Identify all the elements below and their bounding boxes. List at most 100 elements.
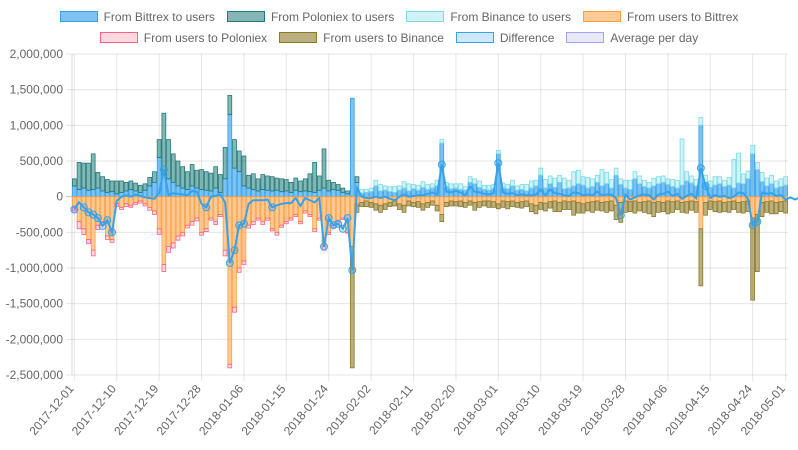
bar[interactable] [189,221,195,226]
bar[interactable] [528,203,534,213]
line-point[interactable] [225,259,234,268]
bar[interactable] [594,174,600,183]
bar[interactable] [152,181,157,198]
bar[interactable] [312,162,317,193]
bar[interactable] [161,196,167,265]
bar[interactable] [580,196,586,205]
bar[interactable] [425,184,430,190]
bar[interactable] [175,160,181,187]
bar[interactable] [571,185,577,198]
bar[interactable] [288,181,294,193]
bar[interactable] [316,189,322,198]
line-point[interactable] [329,221,338,230]
legend-item[interactable]: From users to Binance [279,31,444,45]
bar[interactable] [585,177,591,189]
bar[interactable] [345,190,350,195]
bar[interactable] [585,196,591,203]
legend-item[interactable]: Difference [455,31,554,45]
bar[interactable] [481,184,487,190]
bar[interactable] [147,206,153,211]
bar[interactable] [86,189,91,198]
bar[interactable] [203,228,209,233]
line-point[interactable] [202,203,211,212]
bar[interactable] [561,200,567,210]
line-point[interactable] [343,214,352,223]
bar[interactable] [227,196,233,365]
bar[interactable] [213,196,219,223]
bar[interactable] [656,201,661,213]
bar[interactable] [783,200,788,214]
bar[interactable] [312,191,317,198]
bar[interactable] [152,210,157,215]
bar[interactable] [477,180,482,188]
bar[interactable] [232,306,237,313]
bar[interactable] [283,179,289,192]
bar[interactable] [609,196,614,202]
bar[interactable] [670,196,675,203]
bar[interactable] [156,196,162,230]
bar[interactable] [203,196,209,230]
bar[interactable] [373,179,379,187]
bar[interactable] [288,217,294,221]
bar[interactable] [269,176,275,192]
bar[interactable] [180,231,186,237]
bar[interactable] [340,191,346,198]
bar[interactable] [632,178,638,198]
bar[interactable] [180,166,186,189]
bar[interactable] [359,201,365,208]
bar[interactable] [453,196,459,203]
bar[interactable] [773,196,779,203]
bar[interactable] [613,167,619,176]
bar[interactable] [227,94,233,116]
bar[interactable] [293,177,299,191]
bar[interactable] [580,176,586,186]
bar[interactable] [698,228,704,287]
bar[interactable] [189,196,195,223]
bar[interactable] [444,201,449,208]
bar[interactable] [670,179,675,188]
bar[interactable] [119,206,124,210]
bar[interactable] [302,190,308,198]
bar[interactable] [674,179,680,189]
bar[interactable] [637,201,642,212]
bar[interactable] [618,178,624,185]
bar[interactable] [236,267,242,273]
line-point[interactable] [84,208,93,217]
bar[interactable] [142,189,148,198]
bar[interactable] [392,200,398,207]
bar[interactable] [538,167,544,176]
bar[interactable] [703,201,708,216]
bar[interactable] [594,181,600,198]
bar[interactable] [557,174,562,183]
bar[interactable] [425,201,430,208]
bar[interactable] [750,144,756,155]
bar[interactable] [566,179,572,189]
line-point[interactable] [70,205,79,214]
bar[interactable] [750,153,756,198]
bar[interactable] [331,189,336,198]
bar[interactable] [104,179,110,193]
bar[interactable] [481,196,487,202]
bar[interactable] [199,169,204,190]
bar[interactable] [783,184,788,198]
bar[interactable] [392,186,398,193]
line-point[interactable] [338,224,347,233]
bar[interactable] [547,201,553,209]
bar[interactable] [185,196,190,226]
bar[interactable] [104,191,110,198]
bar[interactable] [312,228,317,233]
bar[interactable] [736,196,741,203]
bar[interactable] [514,185,520,191]
bar[interactable] [514,201,520,208]
bar[interactable] [472,178,478,185]
bar[interactable] [161,112,167,176]
bar[interactable] [623,179,628,189]
bar[interactable] [679,201,685,213]
line-point[interactable] [348,266,357,275]
bar[interactable] [401,181,407,189]
line-point[interactable] [494,159,503,168]
bar[interactable] [712,201,718,213]
bar[interactable] [269,190,275,198]
bar[interactable] [397,203,402,210]
bar[interactable] [133,201,138,205]
